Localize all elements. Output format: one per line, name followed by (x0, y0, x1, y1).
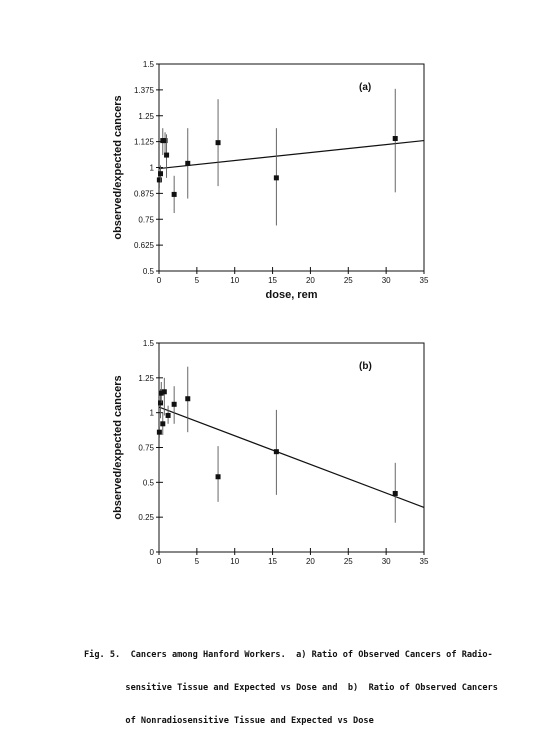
chart-a-xtick-label: 0 (157, 276, 162, 285)
chart-a-ytick-label: 0.875 (134, 189, 155, 198)
chart-a-plot-frame (158, 63, 425, 272)
chart-a-data-point (156, 177, 162, 183)
caption-line-3: of Nonradiosensitive Tissue and Expected… (84, 716, 374, 726)
chart-b-data-point (158, 400, 164, 406)
chart-b-data-point (215, 474, 221, 480)
chart-b-y-axis-label: observed/expected cancers (112, 375, 124, 519)
chart-a-ytick-label: 1.25 (138, 112, 154, 121)
chart-a-ytick-label: 0.625 (134, 241, 155, 250)
chart-a-ytick-label: 0.5 (143, 267, 155, 276)
chart-b-plot-frame (158, 342, 425, 553)
chart-b-ytick-label: 0.25 (138, 513, 154, 522)
chart-a-data-point (215, 140, 221, 146)
chart-b: 00.250.50.7511.251.505101520253035dose, … (112, 339, 429, 566)
chart-a-data-point (171, 191, 177, 197)
chart-a-data-point (158, 171, 164, 177)
chart-a-xtick-label: 30 (382, 276, 391, 285)
chart-a-data-point (273, 175, 279, 181)
chart-b-xtick-label: 0 (157, 557, 162, 566)
chart-b-ytick-label: 0 (150, 548, 155, 557)
chart-b-xtick-label: 20 (306, 557, 315, 566)
chart-b-data-point (165, 412, 171, 418)
chart-a-xtick-label: 25 (344, 276, 353, 285)
chart-b-data-point (171, 401, 177, 407)
caption-line-2: sensitive Tissue and Expected vs Dose an… (84, 683, 498, 693)
chart-a-data-point (392, 136, 398, 142)
chart-b-ytick-label: 0.5 (143, 478, 155, 487)
chart-a-ytick-label: 0.75 (138, 215, 154, 224)
chart-b-xtick-label: 30 (382, 557, 391, 566)
chart-b-ytick-label: 1 (150, 409, 155, 418)
chart-a-ytick-label: 1 (150, 164, 155, 173)
chart-b-xtick-label: 25 (344, 557, 353, 566)
caption-line-1: Fig. 5. Cancers among Hanford Workers. a… (84, 650, 493, 660)
chart-a-xtick-label: 15 (268, 276, 277, 285)
chart-a-ytick-label: 1.5 (143, 60, 155, 69)
chart-a-y-axis-label: observed/expected cancers (112, 95, 124, 239)
chart-b-ytick-label: 0.75 (138, 444, 154, 453)
chart-a-data-point (185, 160, 191, 166)
chart-b-ytick-label: 1.5 (143, 339, 155, 348)
chart-b-data-point (273, 449, 279, 455)
chart-b-data-point (161, 389, 167, 395)
chart-b-ytick-label: 1.25 (138, 374, 154, 383)
chart-b-panel-label: (b) (359, 361, 372, 372)
chart-b-data-point (156, 429, 162, 435)
chart-b-xtick-label: 10 (230, 557, 239, 566)
figure-caption: Fig. 5. Cancers among Hanford Workers. a… (84, 628, 524, 738)
chart-b-trend-line (158, 406, 425, 508)
chart-a-xtick-label: 5 (195, 276, 200, 285)
chart-b-xtick-label: 15 (268, 557, 277, 566)
chart-b-data-point (158, 390, 164, 396)
chart-a-xtick-label: 20 (306, 276, 315, 285)
chart-b-data-point (185, 396, 191, 402)
chart-a-data-point (162, 138, 168, 144)
chart-a-x-axis-label: dose, rem (266, 289, 318, 301)
chart-a-xtick-label: 10 (230, 276, 239, 285)
chart-a: 0.5 0.625 0.75 0.875 1 1.125 1.25 1.375 1.5 0 5 10 1… (112, 60, 429, 301)
chart-b-xtick-label: 5 (195, 557, 200, 566)
chart-a-ytick-label: 1.375 (134, 86, 155, 95)
chart-a-panel-label: (a) (359, 82, 371, 93)
chart-a-ytick-label: 1.125 (134, 138, 155, 147)
chart-a-xtick-label: 35 (420, 276, 429, 285)
chart-b-data-point (160, 421, 166, 427)
chart-b-xtick-label: 35 (420, 557, 429, 566)
chart-b-data-point (392, 490, 398, 496)
chart-a-data-point (164, 152, 170, 158)
chart-a-trend-line (158, 139, 425, 170)
